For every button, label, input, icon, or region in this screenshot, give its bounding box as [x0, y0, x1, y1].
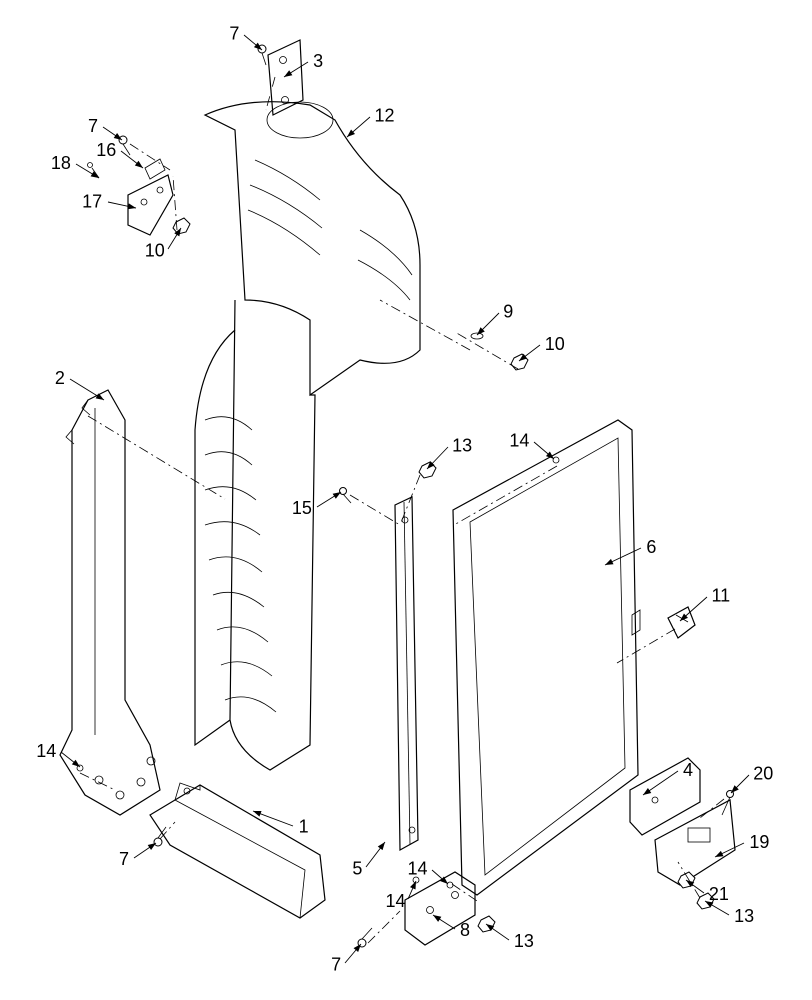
callout-number: 14: [407, 859, 427, 879]
callout-number: 17: [82, 192, 102, 212]
callout-number: 13: [452, 436, 472, 456]
callout-number: 14: [36, 741, 56, 761]
callout-number: 9: [503, 302, 513, 322]
callout-number: 7: [88, 116, 98, 136]
callout-number: 14: [509, 431, 529, 451]
rivet-icon: [447, 882, 453, 888]
callout-number: 2: [55, 368, 65, 388]
part-center-strut: [395, 497, 418, 850]
part-lower-front-panel: [150, 783, 325, 918]
callout-number: 20: [753, 764, 773, 784]
callout-number: 1: [299, 817, 309, 837]
callout-number: 11: [711, 586, 730, 606]
callout-number: 7: [119, 849, 129, 869]
callout-number: 10: [145, 241, 165, 261]
callout-number: 18: [51, 153, 71, 173]
clip-icon: [145, 159, 165, 179]
callout-number: 7: [331, 955, 341, 975]
callout-number: 8: [460, 920, 470, 940]
callout-number: 16: [96, 140, 116, 160]
callout-number: 13: [734, 906, 754, 926]
callout-layer: 1234567777891010111213131314141414151617…: [36, 24, 773, 975]
rivet-icon: [553, 457, 559, 463]
callout-number: 12: [375, 106, 395, 126]
bolt-icon: [358, 928, 372, 947]
callout-number: 3: [313, 51, 323, 71]
callout-number: 7: [229, 24, 239, 44]
screw-icon: [340, 488, 352, 504]
callout-number: 15: [292, 498, 312, 518]
part-upper-shroud: [195, 102, 420, 770]
fasteners: [77, 45, 734, 947]
callout-number: 14: [386, 891, 406, 911]
washer-icon: [471, 333, 483, 339]
part-door-frame: [453, 420, 640, 895]
callout-number: 4: [683, 760, 693, 780]
part-left-side-panel: [60, 390, 160, 815]
assembly-lines: [80, 77, 724, 943]
callout-number: 5: [352, 859, 362, 879]
callout-number: 10: [545, 334, 565, 354]
callout-number: 19: [749, 832, 769, 852]
part-gusset-bracket: [128, 175, 173, 235]
nut-icon: [173, 218, 190, 234]
callout-number: 6: [646, 537, 656, 557]
callout-number: 21: [709, 884, 729, 904]
callout-number: 13: [514, 931, 534, 951]
exploded-diagram: 1234567777891010111213131314141414151617…: [0, 0, 812, 1000]
